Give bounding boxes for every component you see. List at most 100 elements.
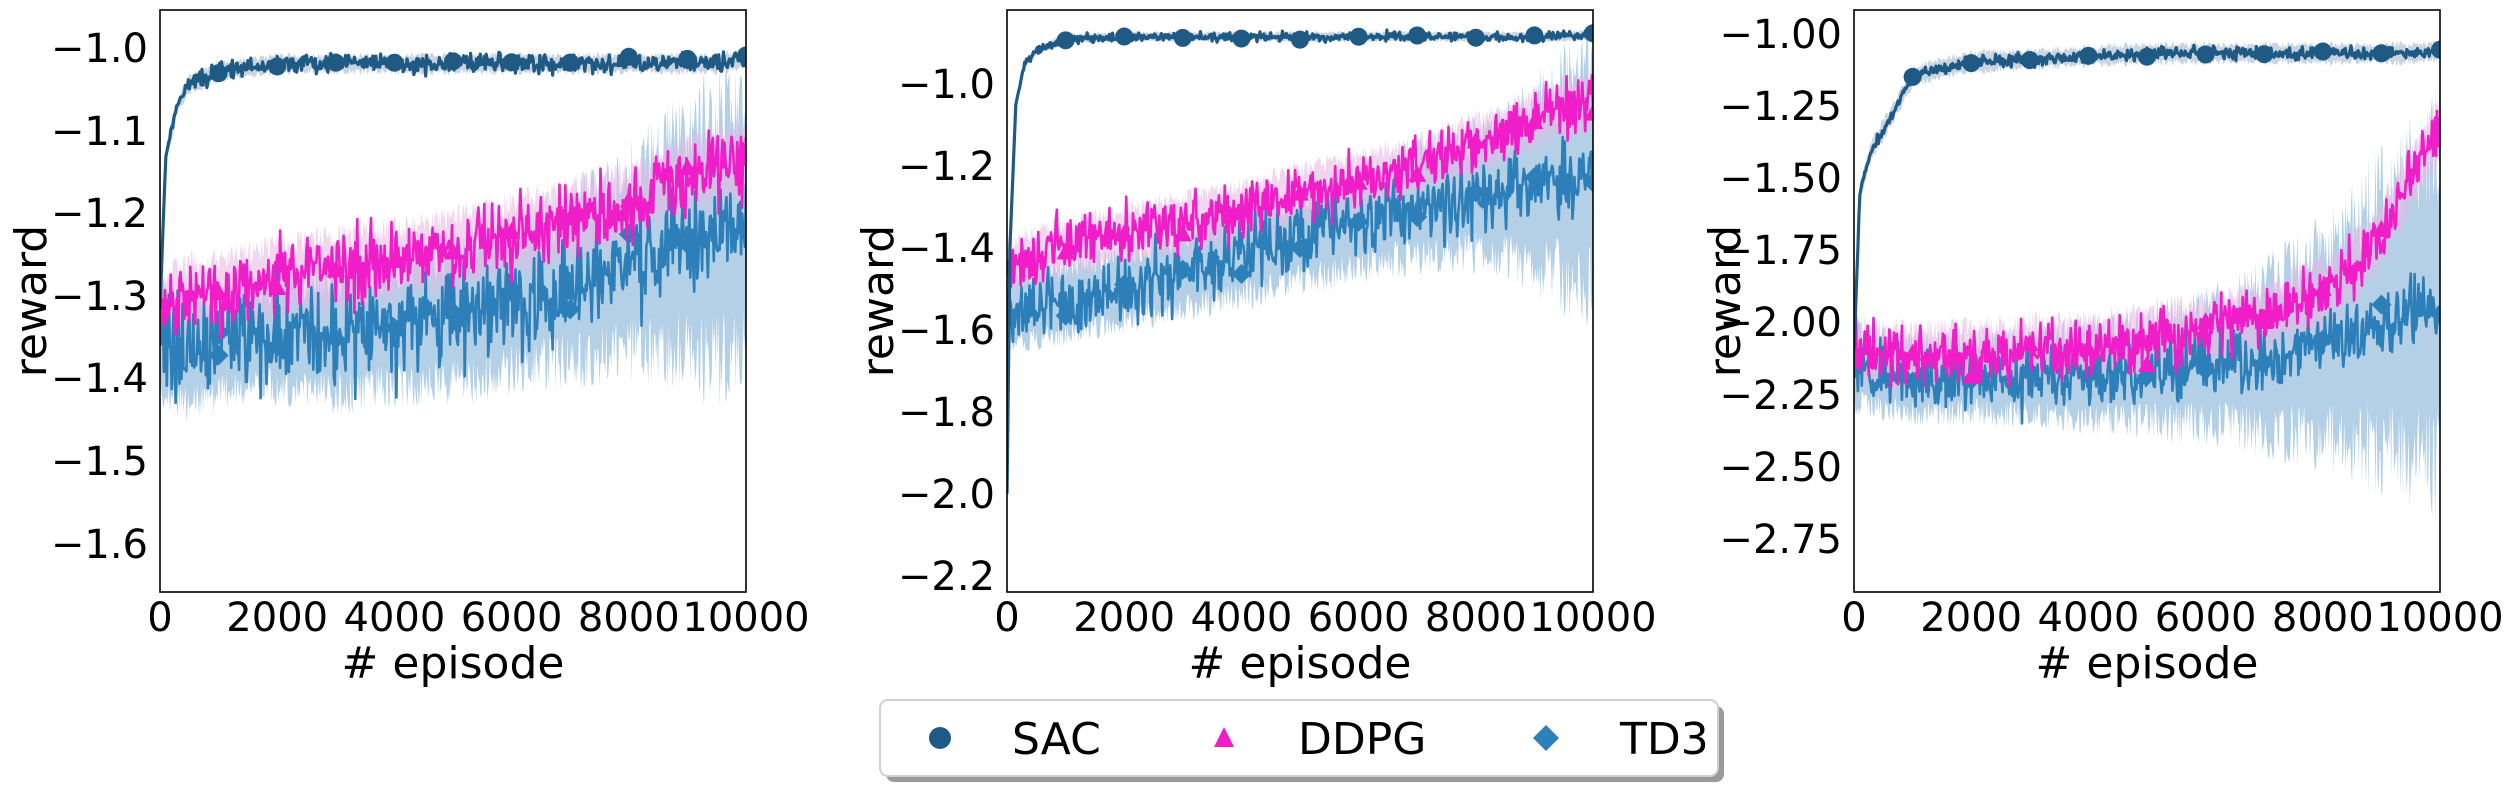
ddpg-marker-icon [1214,727,1234,747]
td3-point [1290,238,1310,259]
panel-3-yticks: −2.75 −2.50 −2.25 −2.00 −1.75 −1.50 −1.2… [1719,12,1842,563]
y-tick-label: −1.00 [1719,12,1842,58]
ddpg-point [2020,334,2039,352]
sac-point [1056,31,1075,50]
sac-point [678,49,697,68]
y-tick-label: −2.50 [1719,445,1842,491]
ddpg-point [268,277,287,295]
ddpg-point [1408,164,1427,182]
x-axis-label: # episode [342,638,565,689]
ddpg-point [1525,112,1544,130]
sac-point [326,53,345,72]
ddpg-point [385,251,404,269]
sac-point [502,53,521,72]
x-tick-label: 2000 [1073,595,1175,641]
td3-point [2019,360,2040,381]
ddpg-point [2138,355,2156,373]
td3-point [2254,352,2275,373]
panel-3-xticks: 0 2000 4000 6000 8000 10000 [1841,595,2503,641]
y-axis-label: reward [6,225,57,377]
ddpg-point [1056,242,1075,260]
legend-label-td3: TD3 [1619,714,1709,765]
y-tick-label: −2.0 [898,472,995,518]
y-tick-label: −2.25 [1719,373,1842,419]
ddpg-point [678,158,697,176]
legend-label-sac: SAC [1012,714,1101,765]
legend-box [879,699,1719,777]
td3-point [443,301,463,322]
sac-point [619,47,638,66]
y-tick-label: −1.5 [51,439,148,485]
ddpg-point [619,190,638,208]
td3-point [677,234,698,255]
y-tick-label: −1.2 [51,191,148,237]
y-axis-label: reward [853,225,904,377]
td3-point [1583,172,1593,193]
x-tick-label: 6000 [461,595,563,641]
y-axis-label: reward [1700,225,1751,377]
y-tick-label: −1.2 [898,144,995,190]
x-tick-label: 0 [147,595,172,641]
td3-line [1007,135,1593,344]
ddpg-point [561,208,580,226]
ddpg-point [2079,338,2098,356]
ddpg-point [1115,224,1134,242]
y-tick-label: −1.4 [51,356,148,402]
legend-item-sac: SAC [929,714,1101,765]
sac-point [1584,24,1593,43]
x-tick-label: 10000 [1529,595,1656,641]
legend: SAC DDPG TD3 [879,699,1724,782]
sac-point [2255,45,2274,64]
td3-point [2312,329,2333,350]
y-tick-label: −2.2 [898,554,995,600]
y-tick-label: −1.3 [51,274,148,320]
sac-point [1903,67,1922,86]
td3-point [1348,211,1369,232]
td3-point [501,282,522,303]
x-tick-label: 8000 [578,595,680,641]
td3-point [2195,360,2216,381]
ddpg-line [1007,74,1593,289]
panel-1-xticks: 0 2000 4000 6000 8000 10000 [147,595,809,641]
panel-2-frame [1006,9,1594,593]
x-tick-label: 8000 [1425,595,1527,641]
panel-3-data [1854,40,2440,526]
sac-point [268,57,287,76]
panel-1-yticks: −1.6 −1.5 −1.4 −1.3 −1.2 −1.1 −1.0 [51,26,148,568]
ddpg-point [2372,219,2391,237]
ddpg-point [326,260,345,278]
x-tick-label: 10000 [2376,595,2503,641]
ddpg-point [1962,366,1981,384]
x-axis-label: # episode [1189,638,1412,689]
ddpg-point [1584,103,1593,121]
sac-point [1962,54,1981,73]
sac-point [2431,40,2440,59]
x-tick-label: 4000 [2038,595,2140,641]
ddpg-point [1349,172,1368,190]
ddpg-point [209,283,228,301]
x-tick-label: 4000 [344,595,446,641]
td3-marker-icon [1533,725,1559,751]
ddpg-point [1291,183,1309,201]
ddpg-line [1854,109,2440,389]
ddpg-point [2431,121,2440,139]
y-tick-label: −1.8 [898,390,995,436]
panel-1: 0 2000 4000 6000 8000 10000 −1.6 −1.5 −1… [6,9,810,689]
ddpg-point [2196,312,2215,330]
sac-point [1408,26,1427,45]
sac-point [1349,27,1368,46]
panel-1-frame [159,9,747,593]
panel-2-data [1007,24,1593,497]
sac-point [2079,46,2098,65]
legend-label-ddpg: DDPG [1298,714,1426,765]
panel-2: 0 2000 4000 6000 8000 10000 −2.2 −2.0 −1… [853,9,1657,689]
y-tick-label: −1.25 [1719,84,1842,130]
y-tick-label: −1.1 [51,109,148,155]
td3-point [1407,207,1428,228]
y-tick-label: −1.6 [898,308,995,354]
ddpg-point [1466,131,1485,149]
x-tick-label: 0 [994,595,1019,641]
ddpg-point [1232,200,1251,218]
x-tick-label: 0 [1841,595,1866,641]
